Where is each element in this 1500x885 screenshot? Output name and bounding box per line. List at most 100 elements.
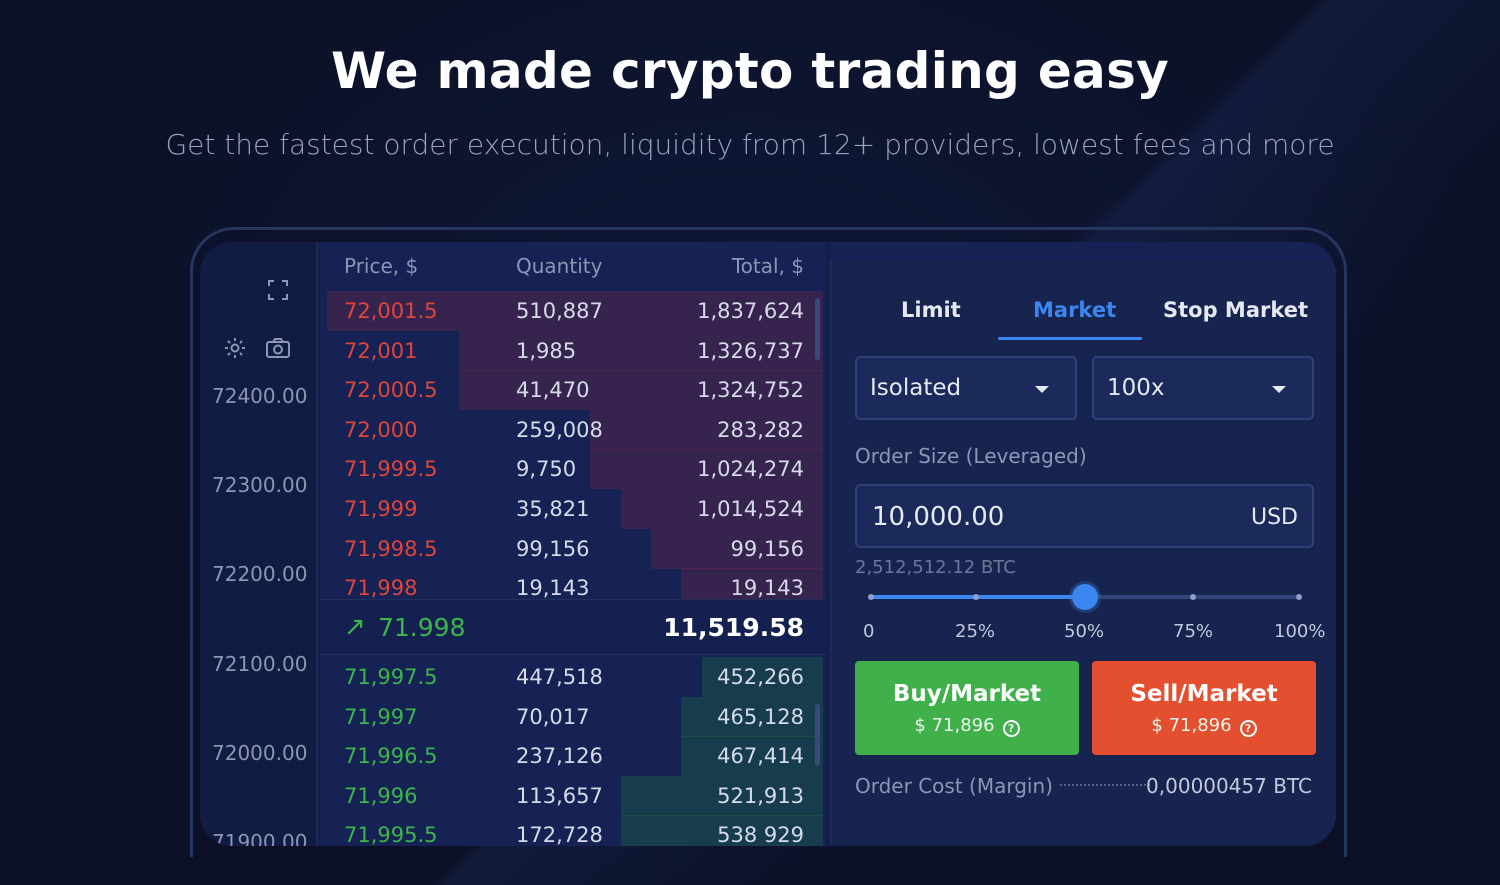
depth-bar (590, 409, 823, 450)
ask-quantity: 259,008 (516, 417, 603, 442)
mid-price-row: ↗ 71.998 11,519.58 (320, 599, 826, 655)
order-size-value: 10,000.00 (872, 502, 1005, 532)
order-book: Price, $ Quantity Total, $ 72,001.5 510,8… (320, 242, 826, 846)
sell-button-label: Sell/Market (1130, 681, 1278, 707)
order-size-unit: USD (1250, 505, 1298, 530)
order-cost-value: 0,00000457 BTC (1146, 774, 1312, 798)
sell-price: $ 71,896 (1151, 715, 1232, 736)
trading-screen: 72400.00 72300.00 72200.00 72100.00 7200… (200, 242, 1336, 846)
depth-bar (650, 528, 823, 569)
bid-row[interactable]: 71,997 70,017 465,128 (320, 696, 826, 737)
depth-bar (681, 696, 823, 737)
bid-price: 71,995.5 (344, 823, 438, 846)
margin-mode-select[interactable]: Isolated (855, 356, 1077, 420)
axis-label: 72000.00 (212, 741, 308, 765)
bid-total: 452,266 (717, 665, 804, 689)
device-frame (190, 227, 1347, 857)
ask-row[interactable]: 72,000 259,008 283,282 (320, 409, 826, 450)
ask-quantity: 35,821 (516, 497, 590, 521)
order-size-input[interactable]: 10,000.00 USD (855, 484, 1314, 548)
slider-tick-label: 75% (1173, 621, 1214, 642)
slider-stop[interactable] (868, 594, 874, 600)
depth-bar (681, 736, 823, 777)
ask-price: 72,001 (344, 338, 418, 363)
ask-row[interactable]: 71,998.5 99,156 99,156 (320, 528, 826, 569)
buy-market-button[interactable]: Buy/Market $ 71,896? (855, 661, 1079, 755)
leverage-value: 100x (1107, 375, 1165, 401)
depth-bar (458, 330, 823, 371)
slider-tick-label: 50% (1064, 621, 1105, 642)
bid-price: 71,996 (344, 783, 418, 808)
ask-total: 99,156 (730, 536, 804, 561)
ask-row[interactable]: 72,000.5 41,470 1,324,752 (320, 370, 826, 411)
order-size-slider[interactable] (868, 584, 1302, 610)
camera-icon[interactable] (265, 336, 291, 365)
leverage-select[interactable]: 100x (1092, 356, 1314, 420)
sell-price-line: $ 71,896? (1092, 715, 1316, 737)
arrow-up-right-icon: ↗ (344, 612, 366, 642)
depth-bar (620, 489, 823, 529)
slider-stop[interactable] (973, 594, 979, 600)
slider-tick-label: 100% (1274, 621, 1326, 642)
bid-price: 71,997.5 (344, 665, 438, 689)
bid-total: 465,128 (717, 704, 804, 729)
mid-price: 71.998 (378, 613, 466, 642)
tab-stop-market[interactable]: Stop Market (1163, 298, 1309, 322)
slider-stop[interactable] (1190, 594, 1196, 600)
bid-row[interactable]: 71,996 113,657 521,913 (320, 775, 826, 816)
slider-stop[interactable] (1296, 594, 1302, 600)
order-cost-label: Order Cost (Margin) (855, 774, 1053, 798)
order-panel-top (830, 242, 1336, 260)
ask-row[interactable]: 71,999 35,821 1,014,524 (320, 489, 826, 529)
bid-total: 538 929 (717, 823, 804, 846)
ask-total: 19,143 (730, 576, 804, 601)
depth-bar (620, 775, 823, 816)
slider-tick-label: 25% (955, 621, 996, 642)
sell-market-button[interactable]: Sell/Market $ 71,896? (1092, 661, 1316, 755)
bid-quantity: 172,728 (516, 823, 603, 846)
active-tab-indicator (998, 337, 1142, 340)
chart-axis-column: 72400.00 72300.00 72200.00 72100.00 7200… (200, 242, 318, 846)
bid-row[interactable]: 71,995.5 172,728 538 929 (320, 815, 826, 846)
tab-limit[interactable]: Limit (901, 298, 961, 322)
ask-price: 71,999.5 (344, 457, 438, 482)
axis-label: 72300.00 (212, 473, 308, 497)
ask-total: 1,837,624 (697, 299, 804, 323)
bid-row[interactable]: 71,997.5 447,518 452,266 (320, 657, 826, 697)
tab-market[interactable]: Market (1033, 298, 1117, 322)
slider-thumb[interactable] (1072, 584, 1098, 610)
ask-quantity: 19,143 (516, 576, 590, 601)
hero-title: We made crypto trading easy (330, 42, 1170, 100)
fullscreen-icon[interactable] (266, 278, 290, 307)
depth-bar (620, 815, 823, 846)
ask-price: 71,998.5 (344, 536, 438, 561)
depth-bar (701, 657, 823, 697)
ask-row[interactable]: 71,999.5 9,750 1,024,274 (320, 449, 826, 490)
help-icon[interactable]: ? (1239, 720, 1257, 737)
ask-quantity: 1,985 (516, 338, 577, 363)
help-icon[interactable]: ? (1002, 720, 1020, 737)
bids-scrollbar[interactable] (815, 704, 820, 766)
bid-row[interactable]: 71,996.5 237,126 467,414 (320, 736, 826, 777)
settings-icon[interactable] (223, 336, 247, 365)
ask-quantity: 41,470 (516, 378, 590, 403)
caret-down-icon (1035, 386, 1049, 393)
ask-total: 1,014,524 (697, 497, 804, 521)
margin-mode-value: Isolated (870, 375, 962, 401)
asks-scrollbar[interactable] (815, 298, 820, 360)
ask-row[interactable]: 72,001 1,985 1,326,737 (320, 330, 826, 371)
order-form: Limit Market Stop Market Isolated 100x O… (830, 260, 1336, 846)
leader-dots (1060, 784, 1150, 786)
ask-row[interactable]: 72,001.5 510,887 1,837,624 (320, 291, 826, 331)
hero-subtitle: Get the fastest order execution, liquidi… (165, 128, 1335, 161)
ask-total: 283,282 (717, 417, 804, 442)
ask-price: 71,999 (344, 497, 418, 521)
ask-price: 72,001.5 (344, 299, 438, 323)
bid-quantity: 70,017 (516, 704, 590, 729)
bid-price: 71,997 (344, 704, 418, 729)
ask-total: 1,326,737 (697, 338, 804, 363)
bid-quantity: 237,126 (516, 744, 603, 769)
bid-total: 521,913 (717, 783, 804, 808)
axis-label: 71900.00 (212, 830, 308, 846)
axis-label: 72100.00 (212, 652, 308, 676)
